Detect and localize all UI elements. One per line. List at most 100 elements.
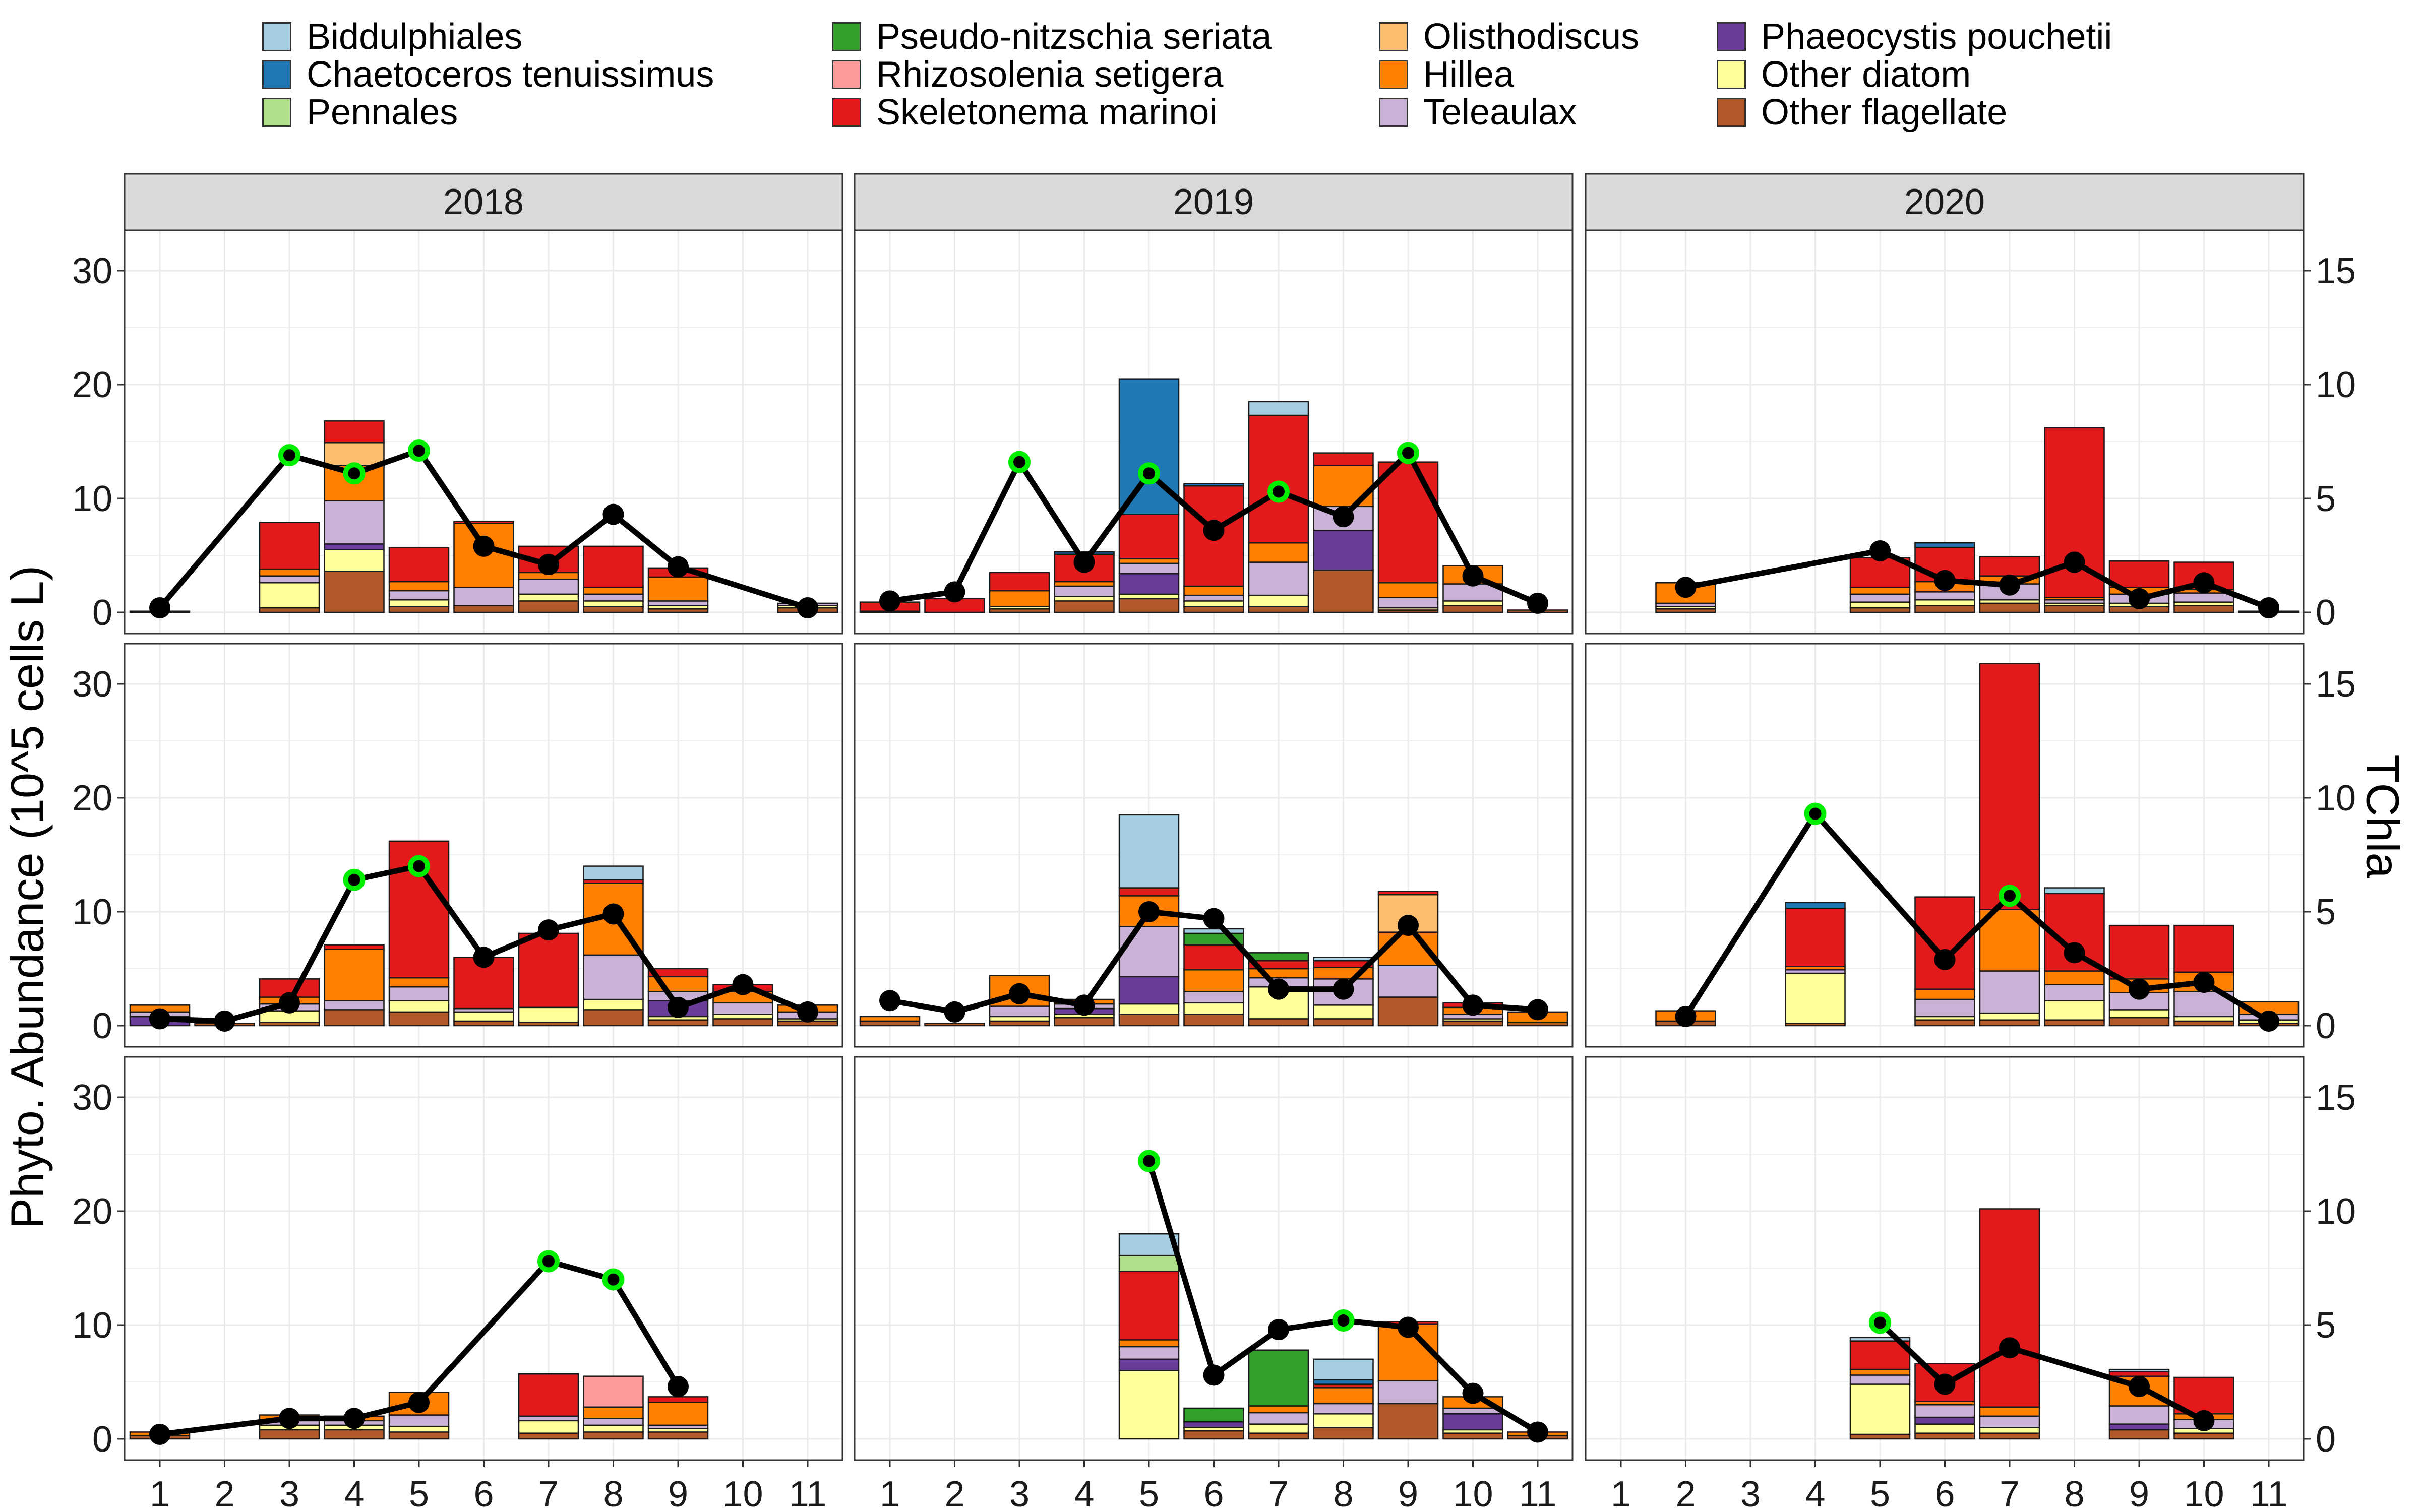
bar-segment [388, 590, 450, 601]
bar-segment [647, 968, 709, 978]
x-axis-tick-label: 8 [1333, 1474, 1353, 1512]
bar-segment [259, 522, 320, 570]
bar-segment [989, 1016, 1050, 1022]
bar-segment [324, 944, 385, 950]
tchla-point [944, 1001, 965, 1023]
bar-segment [1377, 996, 1439, 1027]
legend-item-olisthodiscus: Olisthodiscus [1379, 17, 1639, 57]
bar-segment [1118, 1370, 1180, 1440]
y-axis-left-tick-label: 0 [92, 1419, 112, 1460]
bar-segment [1183, 1002, 1244, 1015]
x-axis-tick-label: 1 [880, 1474, 900, 1512]
bar-segment [1313, 530, 1374, 571]
bar-segment [1183, 1421, 1244, 1428]
bar-segment [1248, 1423, 1309, 1434]
bar-segment [1785, 972, 1846, 1024]
bar-segment [1914, 605, 1975, 613]
tchla-point [1398, 915, 1419, 936]
x-axis-tick-label: 7 [2000, 1474, 2020, 1512]
x-axis-tick-label: 9 [2129, 1474, 2149, 1512]
x-axis-tick-label: 3 [1740, 1474, 1761, 1512]
x-axis-tick-label: 10 [1453, 1474, 1493, 1512]
y-axis-left-tick-label: 30 [72, 251, 112, 291]
bar-segment [1914, 599, 1975, 606]
x-axis-tick-label: 5 [1139, 1474, 1159, 1512]
tchla-point [473, 947, 495, 968]
facet-strip-label: 2018 [443, 182, 524, 222]
bar-segment [259, 1429, 320, 1440]
bar-segment [1914, 1404, 1975, 1418]
legend-swatch [1379, 22, 1408, 51]
bar-segment [1054, 1017, 1115, 1027]
x-axis-tick-label: 2 [1675, 1474, 1696, 1512]
tchla-point [1333, 506, 1354, 528]
bar-segment [647, 576, 709, 602]
bar-segment [1118, 1003, 1180, 1015]
bar-segment [647, 1402, 709, 1426]
bar-segment [1118, 593, 1180, 600]
bar-segment [1914, 1416, 1975, 1425]
y-axis-left-tick-label: 30 [72, 1078, 112, 1118]
bar-segment [518, 1415, 579, 1422]
bar-segment [2108, 1371, 2170, 1377]
bar-segment [1183, 969, 1244, 992]
bar-segment [583, 1406, 644, 1419]
legend-item-skeletonema-marinoi: Skeletonema marinoi [832, 92, 1217, 133]
y-axis-right-tick-label: 15 [2316, 251, 2356, 291]
y-axis-right-tick-label: 10 [2316, 365, 2356, 405]
bar-segment [1183, 600, 1244, 607]
tchla-point-highlighted [1008, 451, 1031, 473]
y-axis-left-tick-label: 10 [72, 1305, 112, 1346]
tchla-point [538, 919, 559, 941]
bar-segment [1313, 465, 1374, 508]
x-axis-tick-label: 7 [538, 1474, 559, 1512]
y-axis-right-tick-label: 0 [2316, 1006, 2336, 1046]
bar-segment [1914, 1423, 1975, 1434]
bar-segment [388, 1425, 450, 1433]
tchla-point [2129, 978, 2150, 1000]
x-axis-tick-label: 6 [1934, 1474, 1955, 1512]
tchla-point [944, 581, 965, 603]
bar-segment [388, 1431, 450, 1440]
bar-segment [1118, 562, 1180, 575]
bar-segment [388, 599, 450, 607]
bar-segment [583, 587, 644, 595]
bar-segment [2044, 970, 2105, 985]
bar-segment [1118, 514, 1180, 560]
tchla-point [149, 1423, 170, 1445]
tchla-point [1675, 1005, 1697, 1027]
legend-swatch [262, 22, 291, 51]
legend-label: Hillea [1423, 54, 1515, 95]
bar-segment [1785, 907, 1846, 967]
bar-segment [2173, 1432, 2234, 1440]
tchla-point [879, 990, 900, 1012]
bar-segment [583, 600, 644, 607]
bar-segment [1979, 1406, 2040, 1417]
tchla-point [1462, 994, 1484, 1016]
bar-segment [1442, 600, 1503, 606]
legend-item-chaetoceros-tenuissimus: Chaetoceros tenuissimus [262, 54, 714, 95]
legend-label: Pseudo-nitzschia seriata [876, 16, 1272, 57]
bar-segment [1979, 1012, 2040, 1021]
y-axis-right-tick-label: 10 [2316, 1191, 2356, 1232]
bar-segment [1313, 1413, 1374, 1428]
bar-segment [2044, 605, 2105, 613]
tchla-point-highlighted [1332, 1309, 1355, 1332]
tchla-point [1869, 540, 1891, 561]
bar-segment [518, 1006, 579, 1023]
bar-segment [1118, 814, 1180, 889]
y-axis-right-tick-label: 5 [2316, 892, 2336, 932]
tchla-point [1527, 1421, 1548, 1443]
bar-segment [1377, 1403, 1439, 1440]
legend-swatch [1717, 22, 1746, 51]
tchla-point [2129, 588, 2150, 609]
tchla-point [2193, 1410, 2215, 1431]
legend-swatch [832, 22, 861, 51]
bar-segment [453, 1020, 514, 1027]
x-axis-tick-label: 11 [2250, 1474, 2288, 1512]
panel-border [1585, 643, 2305, 1048]
tchla-point [1009, 983, 1030, 1004]
tchla-point-highlighted [1804, 802, 1827, 825]
bar-segment [2108, 1009, 2170, 1019]
bar-segment [518, 593, 579, 602]
